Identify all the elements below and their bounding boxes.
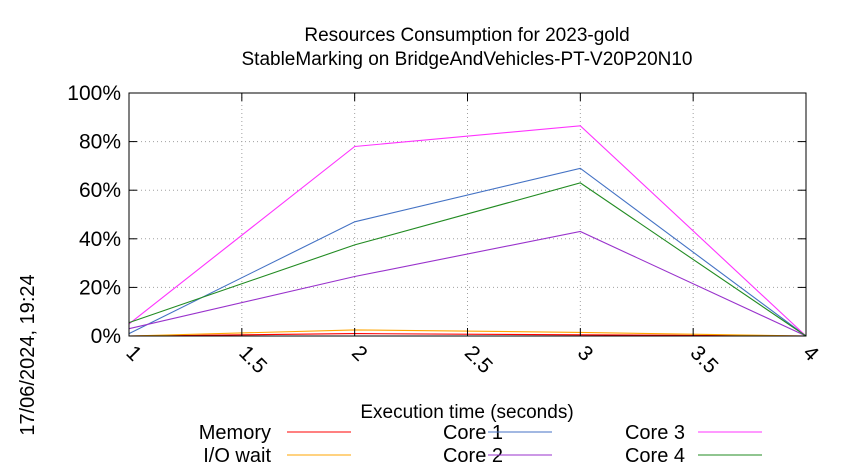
chart-title: Resources Consumption for 2023-gold: [304, 25, 629, 46]
grid: [128, 92, 807, 337]
y-tick-label: 60%: [79, 179, 121, 202]
x-tick-label: 1.5: [234, 341, 271, 378]
legend-label-i-o-wait: I/O wait: [203, 445, 271, 467]
x-tick-label: 3: [573, 341, 598, 366]
y-tick-label: 0%: [91, 325, 121, 348]
series-line-core-3: [128, 125, 807, 337]
y-tick-label: 40%: [79, 228, 121, 251]
legend-label-memory: Memory: [199, 422, 271, 444]
series-line-core-4: [128, 182, 807, 337]
x-tick-label: 3.5: [686, 341, 723, 378]
x-tick-label: 1: [121, 341, 146, 366]
legend-label-core-4: Core 4: [625, 445, 685, 467]
series-line-core-2: [128, 230, 807, 337]
series-line-core-1: [128, 167, 807, 337]
x-tick-label: 4: [798, 341, 823, 366]
x-tick-label: 2: [347, 341, 372, 366]
y-tick-label: 100%: [67, 82, 121, 105]
chart-subtitle: StableMarking on BridgeAndVehicles-PT-V2…: [242, 49, 693, 70]
y-tick-label: 20%: [79, 276, 121, 299]
timestamp: 17/06/2024, 19:24: [17, 274, 39, 435]
x-axis-label: Execution time (seconds): [360, 402, 573, 423]
y-tick-label: 80%: [79, 131, 121, 154]
legend-label-core-2: Core 2: [443, 445, 503, 467]
legend-label-core-3: Core 3: [625, 422, 685, 444]
x-tick-label: 2.5: [460, 341, 497, 378]
legend-label-core-1: Core 1: [443, 422, 503, 444]
